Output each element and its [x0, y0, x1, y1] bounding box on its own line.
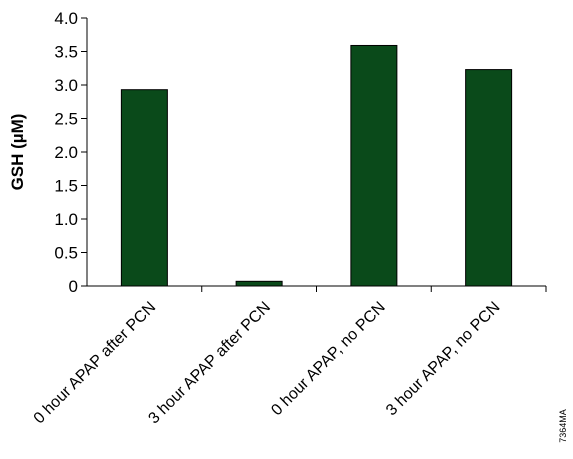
- y-axis-title: GSH (µM): [8, 114, 27, 191]
- y-tick-label: 2.5: [54, 110, 78, 129]
- x-category-label: 0 hour APAP, no PCN: [268, 299, 388, 419]
- bar: [350, 44, 398, 287]
- y-tick-label: 3.0: [54, 76, 78, 95]
- x-category-label: 3 hour APAP after PCN: [145, 299, 274, 428]
- y-ticks: 0 0.5 1.0 1.5 2.0 2.5 3.0 3.5 4.0: [54, 9, 87, 296]
- catalog-id: 7364MA: [558, 409, 568, 443]
- y-tick-label: 1.0: [54, 210, 78, 229]
- bar: [235, 280, 283, 287]
- bar: [120, 89, 168, 287]
- x-category-label: 0 hour APAP after PCN: [31, 299, 160, 428]
- y-tick-label: 0.5: [54, 244, 78, 263]
- bar: [465, 69, 513, 287]
- x-category-label: 3 hour APAP, no PCN: [383, 299, 503, 419]
- y-tick-label: 0: [69, 277, 78, 296]
- y-tick-label: 4.0: [54, 9, 78, 28]
- y-tick-label: 2.0: [54, 143, 78, 162]
- y-tick-label: 1.5: [54, 177, 78, 196]
- bars: [120, 44, 513, 287]
- y-tick-label: 3.5: [54, 43, 78, 62]
